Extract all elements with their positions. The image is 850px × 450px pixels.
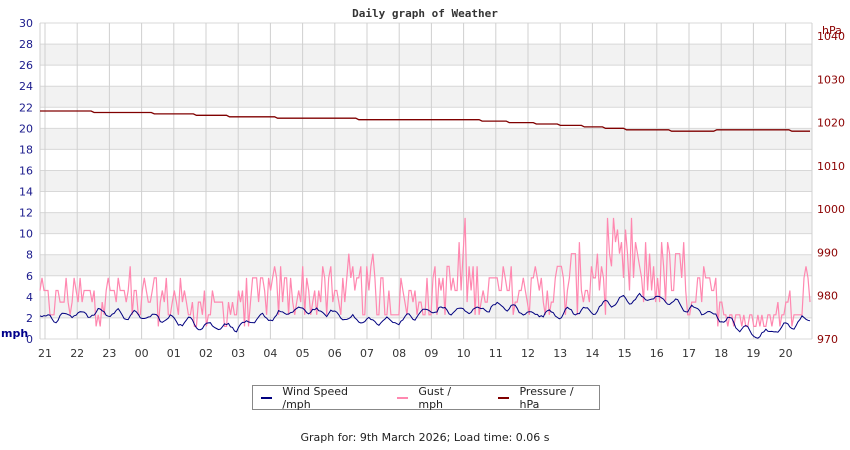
svg-text:23: 23	[102, 347, 116, 360]
legend-gust: Gust / mph	[396, 384, 476, 411]
svg-text:11: 11	[489, 347, 503, 360]
pressure-line	[40, 110, 810, 132]
gust-line	[39, 217, 811, 327]
svg-text:03: 03	[231, 347, 245, 360]
svg-text:1030: 1030	[817, 73, 845, 86]
svg-text:16: 16	[650, 347, 664, 360]
footer-status: Graph for: 9th March 2026; Load time: 0.…	[300, 431, 550, 444]
svg-text:01: 01	[167, 347, 181, 360]
svg-text:14: 14	[19, 186, 33, 199]
svg-text:10: 10	[19, 228, 33, 241]
svg-text:22: 22	[19, 101, 33, 114]
svg-text:15: 15	[618, 347, 632, 360]
grid-bands	[40, 44, 812, 318]
svg-text:14: 14	[585, 347, 599, 360]
svg-text:22: 22	[70, 347, 84, 360]
legend: Wind Speed /mph Gust / mph Pressure / hP…	[252, 384, 600, 411]
svg-text:18: 18	[714, 347, 728, 360]
gust-swatch-icon	[396, 396, 409, 399]
weather-chart: Daily graph of Weather 02468101214161820…	[1, 7, 845, 360]
right-axis-ticks: 970 980 990 1000 1010 1020 1030 1040	[817, 30, 845, 346]
legend-gust-label: Gust / mph	[418, 384, 452, 411]
svg-text:16: 16	[19, 164, 33, 177]
svg-text:09: 09	[424, 347, 438, 360]
wind-swatch-icon	[261, 396, 273, 399]
svg-text:08: 08	[392, 347, 406, 360]
svg-text:0: 0	[26, 333, 33, 346]
svg-text:1000: 1000	[817, 203, 845, 216]
svg-text:30: 30	[19, 17, 33, 30]
svg-text:12: 12	[521, 347, 535, 360]
grid-lines	[39, 22, 813, 340]
right-axis-unit: hPa	[822, 24, 842, 37]
svg-text:07: 07	[360, 347, 374, 360]
svg-text:18: 18	[19, 143, 33, 156]
svg-text:6: 6	[26, 270, 33, 283]
legend-pressure: Pressure / hPa	[498, 385, 593, 411]
svg-text:8: 8	[26, 249, 33, 262]
svg-text:970: 970	[817, 333, 838, 346]
svg-text:10: 10	[457, 347, 471, 360]
svg-text:12: 12	[19, 207, 33, 220]
svg-text:20: 20	[779, 347, 793, 360]
svg-text:1010: 1010	[817, 160, 845, 173]
series-lines	[39, 110, 811, 339]
wind-line	[39, 292, 811, 339]
legend-wind-label: Wind Speed /mph	[282, 384, 349, 411]
svg-text:24: 24	[19, 80, 33, 93]
svg-text:04: 04	[263, 347, 277, 360]
pressure-swatch-icon	[498, 396, 510, 399]
svg-text:1020: 1020	[817, 117, 845, 130]
svg-text:4: 4	[26, 291, 33, 304]
svg-text:05: 05	[296, 347, 310, 360]
svg-text:2: 2	[26, 312, 33, 325]
x-axis-ticks: 21 22 23 00 01 02 03 04 05 06 07 08 09 10 11 12 13 14 15 16…	[38, 347, 793, 360]
chart-title: Daily graph of Weather	[352, 7, 498, 20]
svg-text:00: 00	[135, 347, 149, 360]
legend-wind: Wind Speed /mph	[261, 385, 375, 411]
svg-text:17: 17	[682, 347, 696, 360]
left-axis-unit: mph	[1, 327, 28, 340]
svg-text:980: 980	[817, 290, 838, 303]
svg-text:06: 06	[328, 347, 342, 360]
svg-text:28: 28	[19, 38, 33, 51]
svg-text:02: 02	[199, 347, 213, 360]
svg-text:19: 19	[746, 347, 760, 360]
svg-text:20: 20	[19, 122, 33, 135]
svg-text:21: 21	[38, 347, 52, 360]
legend-pressure-label: Pressure / hPa	[519, 384, 574, 411]
svg-text:13: 13	[553, 347, 567, 360]
svg-text:1040: 1040	[817, 30, 845, 43]
svg-text:990: 990	[817, 246, 838, 259]
svg-text:26: 26	[19, 59, 33, 72]
